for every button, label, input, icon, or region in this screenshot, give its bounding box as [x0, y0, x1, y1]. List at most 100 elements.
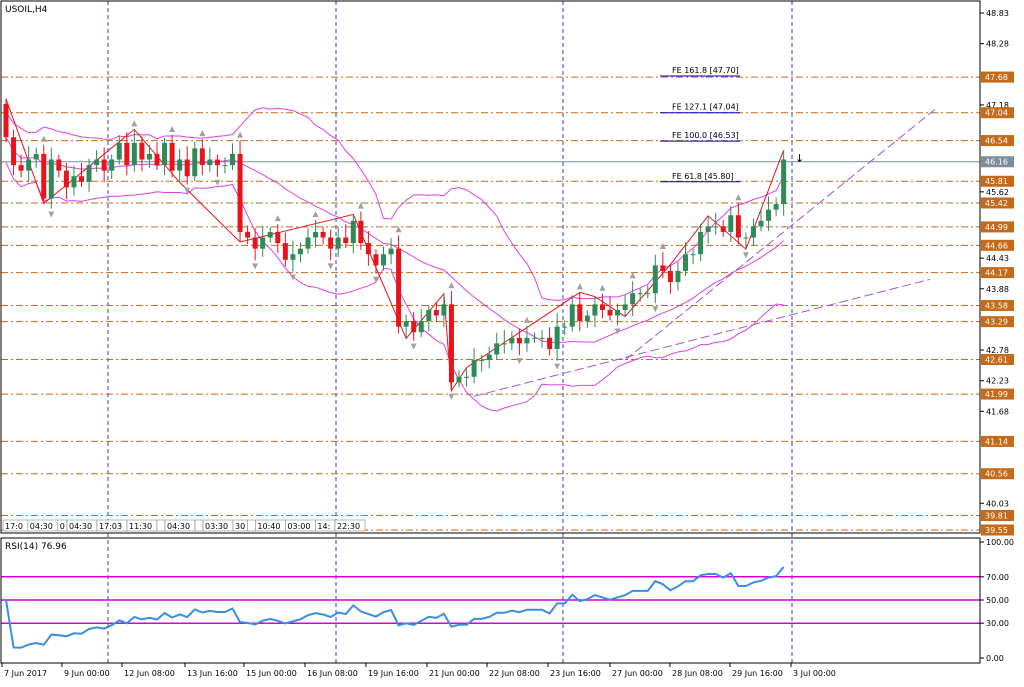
- candle: [630, 281, 636, 317]
- candle-body: [373, 254, 379, 266]
- candle: [365, 231, 371, 266]
- candle-body: [63, 170, 69, 188]
- candle: [456, 370, 462, 388]
- price-tag: [981, 221, 1014, 233]
- price-tag-label: 41.99: [985, 390, 1008, 399]
- candle: [750, 218, 756, 246]
- price-tag-label: 39.55: [985, 526, 1008, 535]
- y-tick-label: 42.78: [986, 346, 1009, 355]
- candle: [252, 228, 258, 261]
- candle-body: [486, 354, 492, 361]
- candle-body: [396, 248, 402, 327]
- candle: [486, 346, 492, 369]
- session-label: 14:: [317, 522, 330, 531]
- candle: [101, 147, 107, 183]
- candle-body: [464, 376, 470, 378]
- candle-body: [328, 237, 334, 249]
- candle-body: [41, 153, 47, 199]
- symbol-label: USOIL,H4: [5, 5, 48, 15]
- y-tick-label: 40.03: [986, 499, 1009, 508]
- candle-body: [592, 304, 598, 316]
- y-tick-label: 42.23: [986, 377, 1009, 386]
- candle: [131, 129, 137, 172]
- candle: [516, 328, 522, 356]
- fractal-up-icon: [40, 135, 47, 142]
- candle-body: [690, 254, 696, 256]
- candle-body: [26, 159, 32, 171]
- candle-body: [313, 231, 319, 238]
- candle-body: [297, 248, 303, 255]
- candle: [705, 215, 711, 244]
- fractal-down-icon: [410, 343, 417, 350]
- candle: [26, 146, 32, 183]
- price-tag: [981, 135, 1014, 147]
- candle: [766, 196, 772, 231]
- price-tag-label: 43.29: [985, 318, 1008, 327]
- session-label-box: [334, 519, 366, 532]
- x-tick-label: 3 Jul 00:00: [793, 669, 836, 678]
- candle: [683, 242, 688, 276]
- fractal-down-icon: [448, 393, 455, 400]
- candle: [728, 206, 734, 242]
- candle-body: [471, 360, 477, 377]
- candle-body: [305, 237, 311, 249]
- fractal-down-icon: [252, 263, 259, 270]
- fractal-down-icon: [372, 276, 379, 283]
- y-tick-label: 43.88: [986, 285, 1009, 294]
- fractal-down-icon: [516, 358, 523, 365]
- price-tag: [981, 175, 1014, 187]
- candle-body: [94, 159, 100, 166]
- candle: [350, 214, 356, 254]
- candle-body: [448, 304, 454, 383]
- candle: [139, 136, 145, 172]
- candle-body: [509, 337, 515, 344]
- fractal-up-icon: [576, 283, 583, 290]
- candle-body: [214, 159, 220, 166]
- candle: [86, 158, 92, 192]
- candle: [297, 242, 303, 263]
- fractal-up-icon: [659, 243, 666, 250]
- session-label: 30: [235, 522, 245, 531]
- candle: [615, 303, 621, 326]
- price-tag: [981, 107, 1014, 119]
- candle-body: [630, 293, 636, 305]
- price-tag-label: 46.54: [985, 137, 1008, 146]
- candle: [154, 141, 160, 171]
- candle: [3, 98, 9, 143]
- rsi-frame: [0, 537, 981, 664]
- candle: [584, 310, 590, 328]
- rsi-tick-label: 0.00: [986, 654, 1004, 663]
- fractal-down-icon: [289, 274, 296, 281]
- candle-body: [532, 337, 537, 339]
- candle-body: [735, 215, 741, 238]
- price-tag-label: 40.56: [985, 470, 1008, 479]
- candle-body: [11, 137, 17, 166]
- x-tick-label: 29 Jun 16:00: [732, 669, 783, 678]
- current-price-label: 46.16: [985, 158, 1008, 167]
- fractal-up-icon: [237, 131, 244, 138]
- candle: [282, 232, 288, 267]
- x-tick-label: 12 Jun 08:00: [124, 669, 175, 678]
- candle-body: [154, 153, 160, 166]
- price-tag: [981, 71, 1014, 83]
- candle: [690, 249, 696, 265]
- candle: [313, 219, 319, 248]
- candle: [637, 288, 643, 302]
- session-label: 22:30: [337, 522, 360, 531]
- price-tag: [981, 267, 1014, 279]
- candle-body: [705, 226, 711, 232]
- price-tag: [981, 468, 1014, 480]
- candle-body: [365, 243, 371, 255]
- candle-body: [230, 153, 235, 166]
- candle: [607, 296, 613, 321]
- x-tick-label: 22 Jun 08:00: [489, 669, 540, 678]
- candle-body: [169, 142, 175, 171]
- candle-body: [184, 159, 190, 177]
- candle: [652, 254, 658, 304]
- candle-body: [260, 237, 266, 249]
- candle-body: [388, 248, 394, 255]
- price-tag: [981, 435, 1014, 447]
- price-tag-label: 44.99: [985, 223, 1008, 232]
- candle-body: [554, 326, 560, 349]
